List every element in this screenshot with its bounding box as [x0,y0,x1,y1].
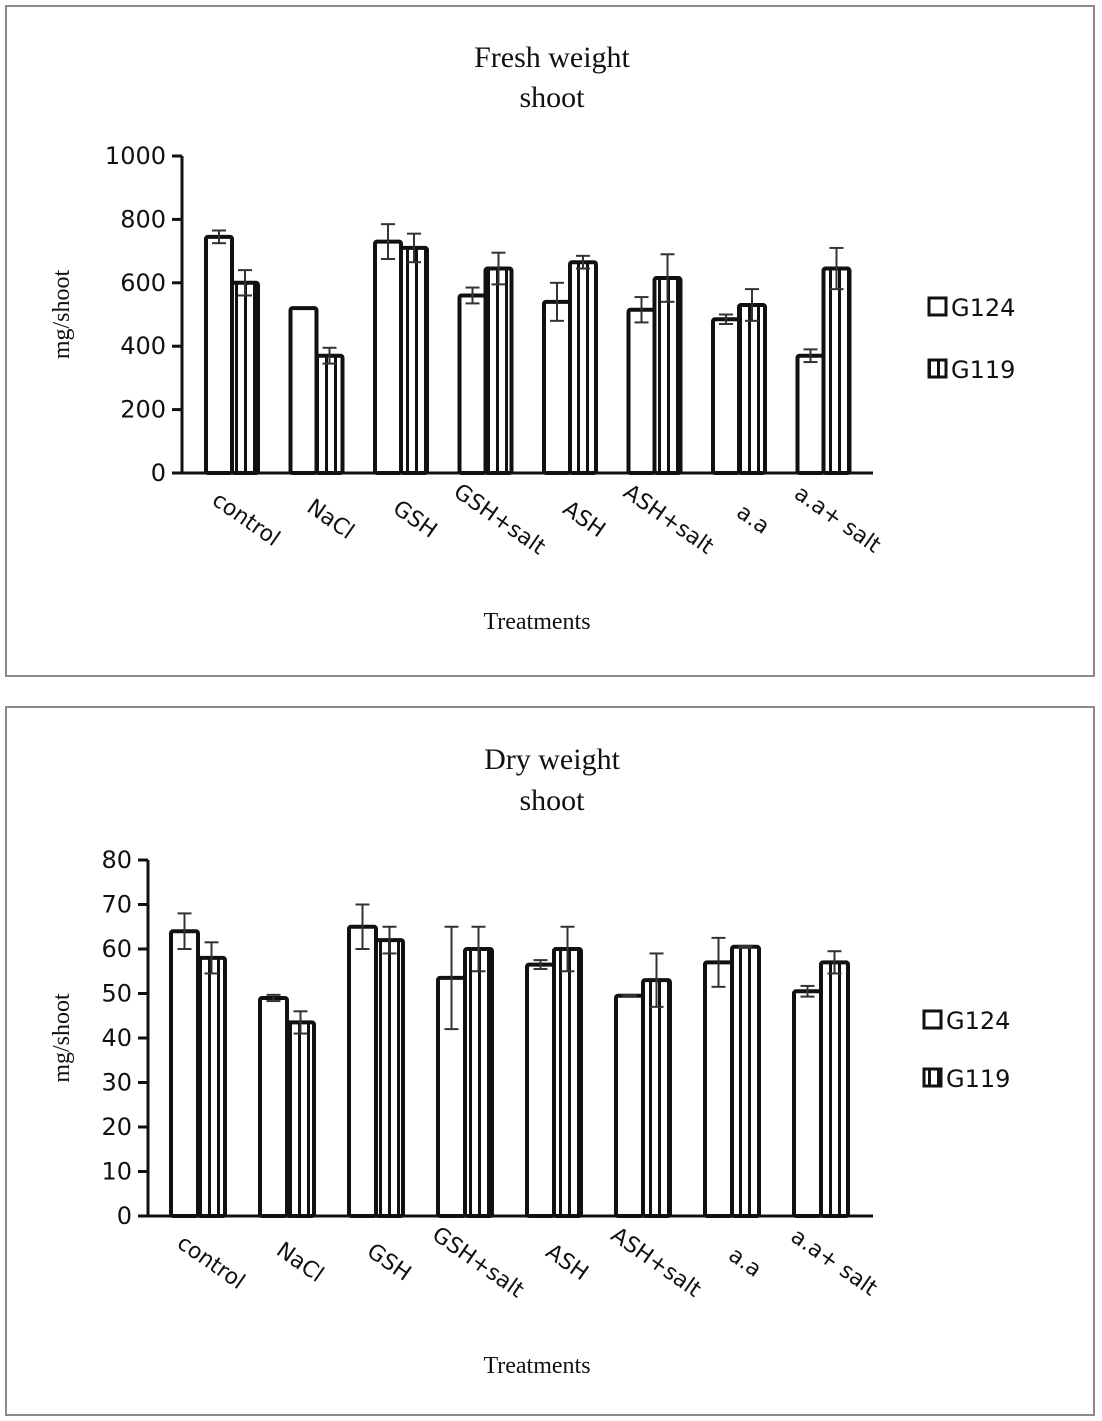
legend-label-g124: G124 [951,294,1015,322]
x-category-label: NaCl [302,495,358,545]
bar-g124-nacl [288,306,319,475]
dry-weight-chart-panel: Dry weight shoot 0 10 20 30 40 50 60 70 80 mg/shoot… [5,706,1095,1416]
bar-g119-control [196,955,227,1218]
x-category-label: ASH+salt [606,1223,706,1303]
legend-swatch-g124 [927,296,948,317]
y-tick-label: 60 [101,935,132,963]
bar-g119-control [230,280,260,475]
bar-g119-ash [552,947,583,1218]
x-category-label: ASH [558,496,610,543]
bar-g119-gsh [399,245,429,475]
bar-g119-nacl [314,353,345,475]
bar-g124-ash-salt [614,993,645,1218]
legend-label-g119: G119 [946,1065,1010,1093]
x-category-label: NaCl [271,1238,327,1288]
bar-g119-nacl [285,1020,316,1218]
chart-title-line: Fresh weight [474,41,630,74]
x-category-label: GSH+salt [449,479,550,560]
bar-g119-a-a-salt [819,960,850,1218]
bar-g124-control [204,234,234,475]
x-axis-title: Treatments [483,1353,590,1379]
legend-label-g124: G124 [946,1007,1010,1035]
y-tick-label: 20 [101,1113,132,1141]
x-category-label: a.a+ salt [789,481,885,559]
y-tick-label: 600 [120,269,166,297]
bar-g119-gsh-salt [463,947,494,1218]
dry-weight-chart: Dry weight shoot 0 10 20 30 40 50 60 70 80 mg/shoot… [49,743,1010,1379]
x-category-label: a.a+ salt [786,1224,882,1302]
y-tick-label: 400 [120,332,166,360]
fresh-weight-chart: Fresh weight shoot 0 200 400 600 800 1000 mg/sho… [49,41,1015,635]
x-category-label: ASH+salt [619,480,719,560]
y-tick-label: 1000 [105,142,166,170]
y-tick-label: 0 [151,459,166,487]
legend-swatch-g124 [922,1009,943,1030]
legend-swatch-g119 [927,358,948,379]
bar-g119-a-a [737,302,767,475]
y-tick-label: 800 [120,205,166,233]
x-category-label: GSH+salt [427,1222,528,1303]
x-category-label: GSH [388,496,441,544]
bar-g119-gsh-salt [483,266,514,475]
chart-title-line: Dry weight [484,743,620,776]
fresh-weight-chart-panel: Fresh weight shoot 0 200 400 600 800 1000 mg/sho… [5,5,1095,677]
x-axis-title: Treatments [483,609,590,635]
y-tick-label: 10 [101,1158,132,1186]
bar-g124-control [169,929,200,1218]
bar-g124-a-a [711,317,741,475]
y-tick-label: 80 [101,846,132,874]
bar-g124-ash [542,299,572,475]
y-tick-label: 40 [101,1024,132,1052]
legend-swatch-g119 [922,1067,943,1088]
bar-g124-gsh-salt [457,293,488,476]
y-axis-title: mg/shoot [49,993,75,1083]
bar-g124-nacl [258,995,289,1219]
y-tick-label: 30 [101,1069,132,1097]
y-tick-label: 0 [117,1202,132,1230]
bar-g124-ash-salt [626,307,657,475]
y-axis-title: mg/shoot [49,269,75,359]
y-tick-label: 70 [101,891,132,919]
bar-g119-ash [568,260,598,475]
legend-label-g119: G119 [951,356,1015,384]
x-category-label: control [172,1231,249,1295]
bar-g124-gsh [373,239,403,475]
chart-title-line: shoot [519,81,585,114]
x-category-label: a.a [724,1243,766,1283]
y-tick-label: 200 [120,396,166,424]
x-category-label: ASH [541,1239,593,1286]
bar-g124-a-a-salt [792,989,823,1218]
x-category-label: control [207,488,284,552]
y-tick-label: 50 [101,980,132,1008]
chart-title-line: shoot [519,784,585,817]
bar-g119-ash-salt [641,978,672,1218]
bar-g124-ash [525,962,556,1219]
bar-g119-a-a [730,944,761,1218]
x-category-label: GSH [362,1239,415,1287]
bar-g119-a-a-salt [821,266,852,475]
bar-g124-gsh [347,924,378,1218]
bar-g124-a-a-salt [795,353,826,475]
x-category-label: a.a [732,500,774,540]
bar-g119-ash-salt [652,276,683,476]
bar-g119-gsh [374,938,405,1218]
bar-g124-a-a [703,960,734,1218]
